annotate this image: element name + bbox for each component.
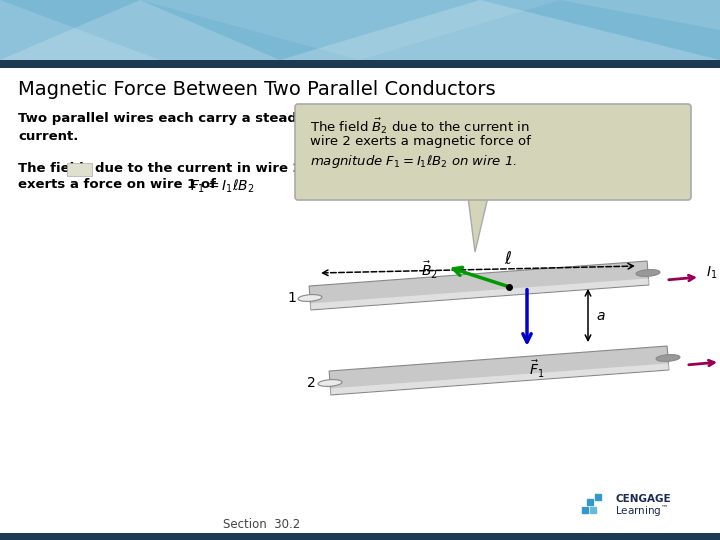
Polygon shape	[0, 0, 160, 60]
Text: The field: The field	[18, 162, 84, 175]
FancyBboxPatch shape	[295, 104, 691, 200]
Polygon shape	[329, 346, 669, 395]
Text: due to the current in wire 2: due to the current in wire 2	[95, 162, 302, 175]
Text: $\vec{F}_1$: $\vec{F}_1$	[529, 359, 544, 380]
Bar	[0, 533, 720, 540]
Text: a: a	[596, 308, 605, 322]
Text: 1: 1	[287, 291, 296, 305]
Ellipse shape	[636, 269, 660, 276]
Text: magnitude $F_1 = I_1\ell B_2$ on wire 1.: magnitude $F_1 = I_1\ell B_2$ on wire 1.	[310, 153, 517, 170]
Text: $\vec{B}_2$: $\vec{B}_2$	[420, 260, 438, 281]
Bar	[0, 68, 720, 540]
Text: $I_1$: $I_1$	[706, 265, 717, 281]
Polygon shape	[310, 279, 649, 309]
Text: Two parallel wires each carry a steady
current.: Two parallel wires each carry a steady c…	[18, 112, 305, 143]
FancyBboxPatch shape	[66, 163, 91, 176]
Text: CENGAGE: CENGAGE	[615, 494, 670, 504]
Text: Learning$^\mathregular{™}$: Learning$^\mathregular{™}$	[615, 503, 668, 518]
Text: Magnetic Force Between Two Parallel Conductors: Magnetic Force Between Two Parallel Cond…	[18, 80, 495, 99]
Text: wire 2 exerts a magnetic force of: wire 2 exerts a magnetic force of	[310, 135, 531, 148]
Bar	[0, 0, 720, 60]
Text: exerts a force on wire 1 of: exerts a force on wire 1 of	[18, 178, 216, 191]
Text: Section  30.2: Section 30.2	[223, 517, 301, 530]
Polygon shape	[140, 0, 560, 60]
Text: $\ell$: $\ell$	[504, 251, 512, 268]
Bar	[0, 60, 720, 68]
Text: 2: 2	[307, 376, 316, 390]
Text: $F_1 = I_1\ell B_2$: $F_1 = I_1\ell B_2$	[190, 178, 255, 195]
Polygon shape	[0, 0, 280, 60]
Ellipse shape	[318, 380, 342, 387]
Polygon shape	[309, 261, 649, 310]
Polygon shape	[330, 363, 669, 394]
Polygon shape	[468, 197, 488, 252]
Polygon shape	[560, 0, 720, 30]
Ellipse shape	[656, 355, 680, 361]
Text: The field $\vec{B}_2$ due to the current in: The field $\vec{B}_2$ due to the current…	[310, 117, 530, 137]
Ellipse shape	[298, 295, 322, 301]
Polygon shape	[280, 0, 720, 60]
